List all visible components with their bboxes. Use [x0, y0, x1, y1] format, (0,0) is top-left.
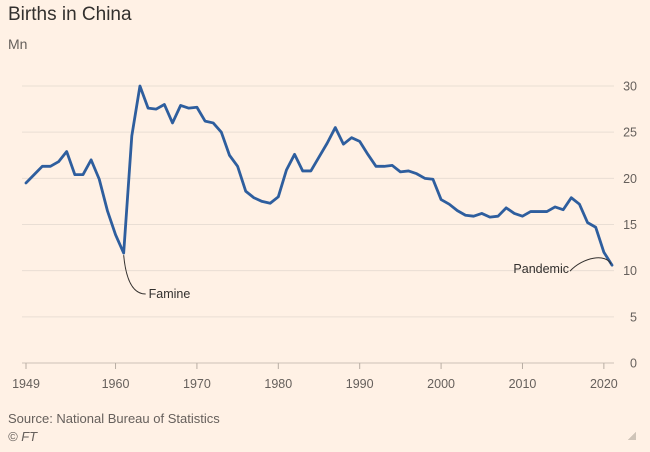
y-axis-unit-label: Mn: [8, 36, 28, 52]
source-note: Source: National Bureau of Statistics: [8, 411, 220, 426]
y-tick-label-20: 20: [623, 172, 637, 186]
y-tick-label-15: 15: [623, 218, 637, 232]
annotation-label-famine: Famine: [149, 287, 191, 301]
annotation-leader-pandemic: [569, 257, 612, 272]
x-tick-label-2010: 2010: [509, 377, 537, 391]
y-tick-label-0: 0: [630, 357, 637, 371]
grid-lines: [22, 85, 614, 364]
annotations: Famine Pandemic: [123, 255, 612, 301]
y-tick-label-25: 25: [623, 126, 637, 140]
x-tick-label-1980: 1980: [264, 377, 292, 391]
x-tick-label-1949: 1949: [12, 377, 40, 391]
x-tick-label-2020: 2020: [590, 377, 618, 391]
y-tick-label-10: 10: [623, 264, 637, 278]
annotation-leader-famine: [123, 255, 146, 295]
births-series-line: [24, 84, 614, 267]
x-tick-label-1970: 1970: [183, 377, 211, 391]
y-tick-label-5: 5: [630, 310, 637, 324]
resize-grip-icon: [628, 432, 636, 440]
tick-labels: 0 5 10 15 20 25 30 1949 1960 1970 1980 1990 2000 2010…: [12, 80, 637, 392]
series-layer: [24, 84, 614, 267]
x-tick-label-1990: 1990: [346, 377, 374, 391]
x-tick-label-2000: 2000: [427, 377, 455, 391]
x-tick-label-1960: 1960: [102, 377, 130, 391]
chart-title: Births in China: [8, 4, 132, 25]
y-tick-label-30: 30: [623, 80, 637, 94]
ft-credit: © FT: [8, 429, 38, 444]
annotation-label-pandemic: Pandemic: [513, 262, 569, 276]
